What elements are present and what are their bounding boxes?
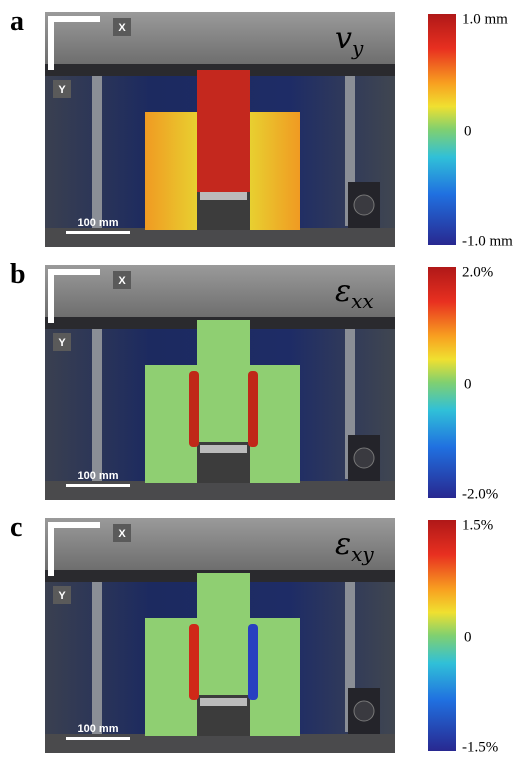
panel-label: b xyxy=(10,259,26,290)
base xyxy=(45,734,395,753)
post-right xyxy=(345,582,355,732)
y-axis-label: Y xyxy=(58,590,66,602)
strain-band-left xyxy=(189,371,199,447)
magnet-knob xyxy=(353,447,375,469)
post-left xyxy=(92,76,102,246)
specimen-right xyxy=(250,618,300,736)
scale-bar xyxy=(66,231,130,234)
magnet-knob xyxy=(353,700,375,722)
scale-bar xyxy=(66,484,130,487)
y-axis-label: Y xyxy=(58,84,66,96)
axes-indicator xyxy=(48,522,100,576)
post-right xyxy=(345,76,355,226)
specimen-left xyxy=(145,112,197,230)
loading-beam xyxy=(45,265,395,317)
subscript: xx xyxy=(351,289,374,313)
panel: c X Y 100 mm εxy 1.5% 0 -1.5% xyxy=(10,512,498,755)
subscript: xy xyxy=(351,542,374,566)
x-badge xyxy=(113,271,131,289)
y-axis-label: Y xyxy=(58,337,66,349)
y-badge xyxy=(53,80,71,98)
colorbar-max: 2.0% xyxy=(462,264,493,280)
panel: b X Y 100 mm εxx 2.0% 0 -2.0% xyxy=(10,259,498,502)
scale-bar-label: 100 mm xyxy=(78,723,119,735)
symbol: ε xyxy=(335,527,351,562)
subscript: y xyxy=(351,36,364,60)
colorbar-max: 1.0 mm xyxy=(462,11,508,27)
colorbar-min: -1.5% xyxy=(462,739,498,755)
symbol: v xyxy=(335,21,352,56)
y-badge xyxy=(53,586,71,604)
y-badge xyxy=(53,333,71,351)
fixture-plate xyxy=(200,698,247,706)
axes-indicator xyxy=(48,269,100,323)
specimen-right xyxy=(250,365,300,483)
panel-label: c xyxy=(10,512,22,543)
panel-label: a xyxy=(10,6,24,37)
panel: a X Y 100 mm vy 1.0 mm 0 -1.0 mm xyxy=(10,6,513,249)
scale-bar-label: 100 mm xyxy=(78,217,119,229)
colorbar-min: -2.0% xyxy=(462,486,498,502)
strain-band-right xyxy=(248,624,258,700)
fixture-plate xyxy=(200,445,247,453)
field-symbol: εxy xyxy=(335,527,374,566)
specimen-center xyxy=(197,320,250,442)
symbol: ε xyxy=(335,274,351,309)
scale-bar-label: 100 mm xyxy=(78,470,119,482)
specimen-left xyxy=(145,618,197,736)
scale-bar xyxy=(66,737,130,740)
x-axis-label: X xyxy=(118,528,126,540)
strain-band-left xyxy=(189,624,199,700)
specimen-left xyxy=(145,365,197,483)
x-axis-label: X xyxy=(118,275,126,287)
magnet-knob xyxy=(353,194,375,216)
colorbar xyxy=(428,520,456,751)
loading-beam xyxy=(45,518,395,570)
specimen-right xyxy=(250,112,300,230)
x-axis-label: X xyxy=(118,22,126,34)
loading-beam xyxy=(45,12,395,64)
colorbar-mid: 0 xyxy=(464,629,472,645)
post-left xyxy=(92,329,102,499)
colorbar xyxy=(428,14,456,245)
specimen-center xyxy=(197,70,250,192)
field-symbol: vy xyxy=(335,21,364,60)
x-badge xyxy=(113,18,131,36)
base xyxy=(45,228,395,247)
strain-band-right xyxy=(248,371,258,447)
specimen-center xyxy=(197,573,250,695)
colorbar-mid: 0 xyxy=(464,376,472,392)
colorbar-max: 1.5% xyxy=(462,517,493,533)
post-left xyxy=(92,582,102,752)
colorbar xyxy=(428,267,456,498)
colorbar-min: -1.0 mm xyxy=(462,233,513,249)
post-right xyxy=(345,329,355,479)
field-symbol: εxx xyxy=(335,274,374,313)
colorbar-mid: 0 xyxy=(464,123,472,139)
base xyxy=(45,481,395,500)
x-badge xyxy=(113,524,131,542)
axes-indicator xyxy=(48,16,100,70)
fixture-plate xyxy=(200,192,247,200)
